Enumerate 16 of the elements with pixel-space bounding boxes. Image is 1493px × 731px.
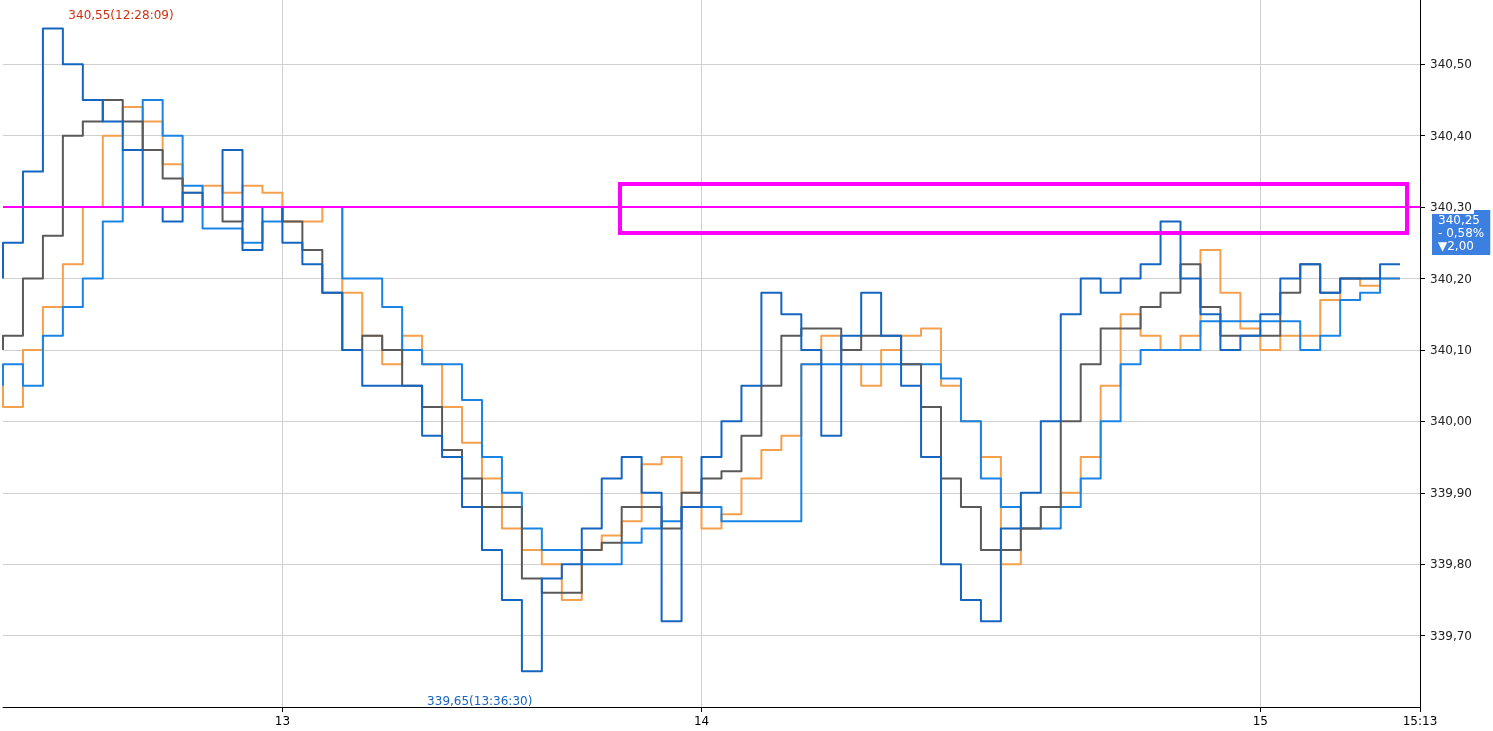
x-tick-label: 15:13 — [1402, 714, 1438, 728]
y-tick-label: 340,50 — [1430, 57, 1472, 72]
y-tick-label: 339,70 — [1430, 628, 1472, 643]
annotation: 339,65(13:36:30) — [427, 694, 533, 709]
annotation: 340,55(12:28:09) — [68, 7, 174, 22]
y-tick-label: 340,30 — [1430, 200, 1472, 215]
y-tick-label: 340,10 — [1430, 342, 1472, 357]
y-tick-label: 339,80 — [1430, 557, 1472, 572]
x-tick-label: 14 — [693, 714, 710, 728]
y-tick-label: 339,90 — [1430, 485, 1472, 500]
x-tick-label: 13 — [274, 714, 291, 728]
text: 340,25 - 0,58% ▼2,00 — [1438, 212, 1485, 253]
y-tick-label: 340,00 — [1430, 414, 1472, 429]
y-tick-label: 340,40 — [1430, 128, 1472, 143]
y-tick-label: 340,20 — [1430, 271, 1472, 286]
x-tick-label: 15 — [1252, 714, 1268, 728]
